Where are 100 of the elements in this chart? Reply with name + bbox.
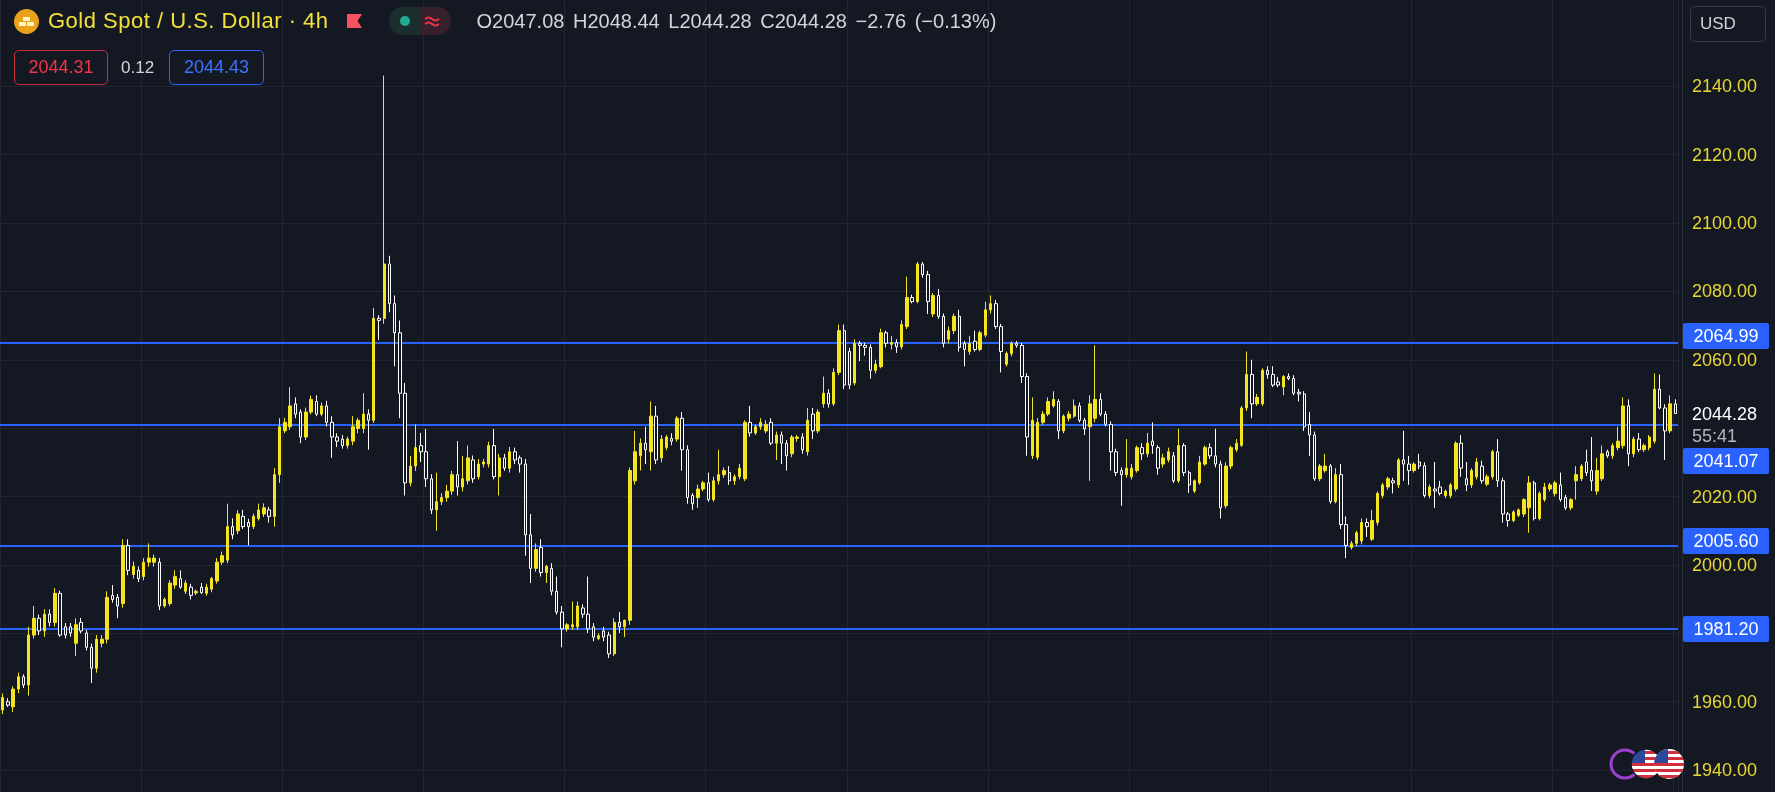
candlestick: [231, 517, 234, 540]
candlestick: [1130, 463, 1133, 480]
candlestick: [22, 673, 25, 689]
candlestick: [1140, 442, 1144, 461]
candlestick: [58, 590, 62, 638]
candlestick: [775, 431, 778, 461]
candlestick: [1083, 417, 1086, 436]
candlestick: [1475, 457, 1478, 480]
candlestick: [670, 432, 673, 446]
candlestick: [597, 632, 600, 641]
candlestick: [341, 434, 344, 450]
candlestick: [74, 617, 78, 657]
candlestick: [315, 394, 318, 417]
candlestick: [142, 557, 145, 581]
candlestick: [649, 400, 653, 472]
candlestick: [947, 326, 950, 344]
candlestick: [200, 582, 203, 595]
candlestick: [466, 445, 470, 486]
candlestick: [79, 617, 83, 634]
candlestick: [194, 589, 198, 596]
candlestick: [1485, 473, 1489, 487]
candlestick: [1303, 390, 1306, 432]
candlestick: [1052, 390, 1055, 409]
candlestick: [1057, 398, 1060, 440]
candlestick: [247, 518, 250, 546]
candlestick: [1381, 482, 1384, 499]
candlestick: [1015, 340, 1018, 349]
candlestick: [623, 619, 626, 638]
candlestick: [37, 614, 41, 636]
candlestick: [529, 513, 532, 584]
candlestick: [884, 330, 888, 348]
candlestick: [1245, 351, 1248, 412]
candlestick: [482, 458, 485, 468]
candlestick: [1397, 457, 1400, 489]
candlestick: [722, 466, 726, 479]
candlestick: [832, 367, 835, 407]
annotation: 2044.31: [14, 50, 108, 85]
candlestick: [17, 672, 20, 694]
candlestick: [121, 538, 125, 609]
candlestick: [1161, 453, 1165, 468]
candlestick: [869, 343, 872, 380]
candlestick: [1559, 472, 1562, 503]
candlestick: [1125, 438, 1128, 479]
candlestick: [545, 564, 548, 584]
candlestick: [367, 408, 370, 451]
candlestick: [477, 458, 480, 480]
candlestick: [1193, 478, 1196, 494]
y-tick-label: 2080.00: [1692, 281, 1758, 302]
candlestick: [1250, 359, 1254, 419]
candlestick: [1423, 461, 1426, 499]
candlestick: [1151, 421, 1154, 455]
candlestick: [1062, 413, 1065, 434]
candlestick: [1517, 508, 1520, 518]
candlestick: [748, 405, 752, 438]
candlestick: [905, 276, 909, 330]
candlestick: [1156, 444, 1160, 476]
candlestick: [555, 576, 558, 616]
candlestick: [1266, 365, 1269, 380]
candlestick: [1444, 489, 1447, 499]
candlestick: [1674, 398, 1677, 415]
candlestick: [226, 503, 229, 564]
candlestick: [780, 431, 783, 465]
candlestick: [257, 503, 260, 521]
candlestick: [158, 557, 161, 611]
candlestick: [1658, 373, 1661, 410]
candlestick: [879, 328, 883, 369]
candlestick: [498, 453, 501, 497]
candlestick: [764, 419, 768, 434]
candlestick: [644, 426, 647, 465]
candlestick: [6, 697, 10, 708]
candlestick: [848, 347, 851, 390]
candlestick: [1663, 403, 1667, 461]
candlestick: [1208, 442, 1212, 460]
candlestick: [571, 601, 574, 631]
candlestick: [1172, 451, 1175, 484]
candlestick: [1465, 461, 1468, 492]
candlestick: [241, 509, 245, 530]
candlestick: [675, 415, 679, 443]
candlestick: [1292, 374, 1295, 396]
candlestick: [111, 584, 114, 604]
candlestick: [613, 617, 616, 657]
candlestick: [273, 467, 276, 528]
candlestick: [1611, 442, 1614, 460]
candlestick: [691, 492, 694, 511]
candlestick: [393, 294, 396, 367]
candlestick: [806, 407, 809, 456]
candlestick: [414, 423, 417, 472]
y-tick-label: 2120.00: [1692, 144, 1758, 165]
candlestick: [1569, 497, 1573, 511]
candlestick: [1120, 466, 1123, 507]
candlestick: [534, 542, 538, 573]
candlestick: [785, 439, 788, 472]
candlestick: [48, 608, 51, 627]
ref-line-label: 2041.07: [1683, 447, 1769, 474]
candlestick: [95, 634, 98, 674]
candlestick: [299, 408, 302, 444]
candlestick: [801, 432, 804, 455]
candlestick: [1297, 388, 1301, 402]
candlestick: [456, 440, 459, 497]
candlestick: [890, 335, 893, 350]
